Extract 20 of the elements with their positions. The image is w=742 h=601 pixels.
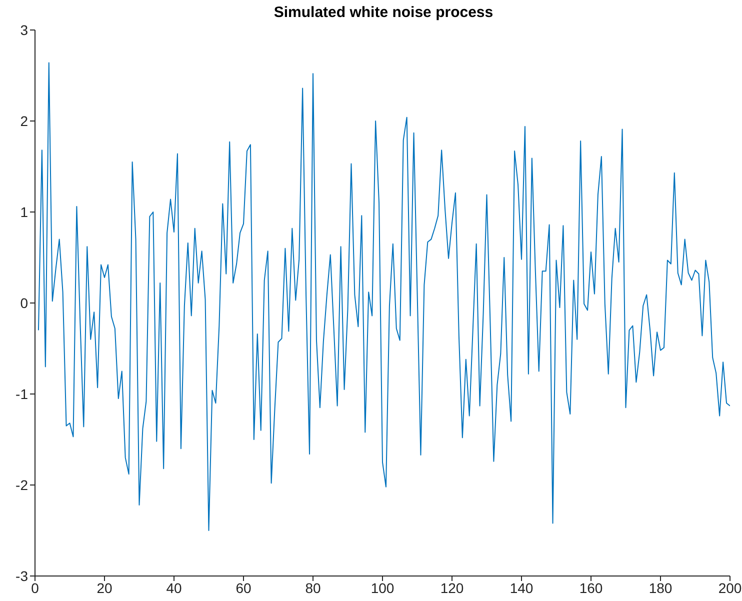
line-series: [38, 62, 730, 531]
y-tick-label: 2: [20, 112, 28, 129]
y-tick-label: 3: [20, 22, 28, 38]
x-tick-label: 160: [579, 580, 603, 596]
x-tick-label: 200: [718, 580, 742, 596]
x-tick-label: 100: [370, 580, 394, 596]
x-tick-label: 180: [648, 580, 672, 596]
y-tick-label: -3: [16, 568, 28, 584]
x-tick-label: 0: [31, 580, 40, 596]
chart-title: Simulated white noise process: [272, 4, 494, 21]
x-tick-label: 120: [440, 580, 464, 596]
y-tick-label: 1: [20, 204, 28, 220]
x-tick-label: 40: [166, 580, 182, 596]
y-tick-label: -1: [16, 386, 28, 402]
y-tick-label: 0: [20, 294, 28, 311]
x-tick-label: 80: [305, 580, 321, 596]
x-tick-label: 140: [510, 580, 534, 596]
x-tick-label: 60: [236, 580, 252, 596]
y-tick-label: -2: [16, 476, 28, 493]
x-tick-label: 20: [96, 580, 112, 596]
